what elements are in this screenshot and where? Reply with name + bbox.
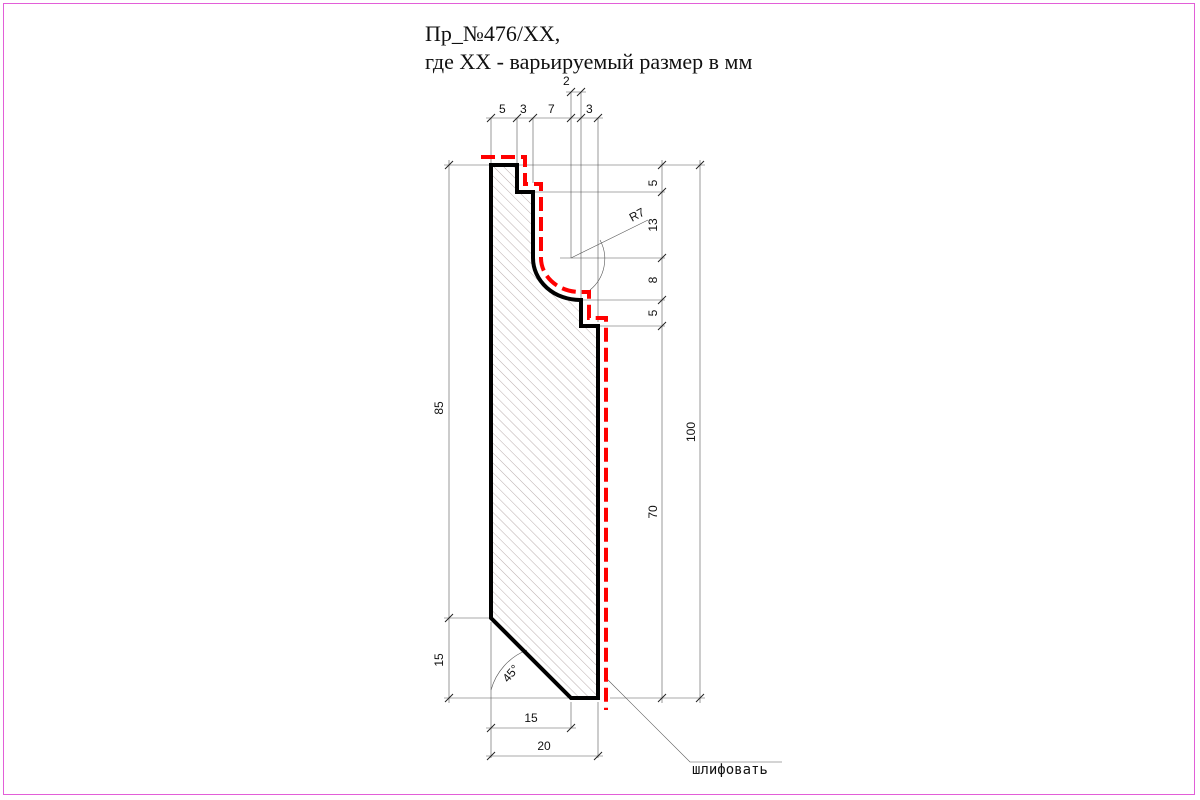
dim-radius: R7 <box>627 205 647 225</box>
dim-top-5: 5 <box>499 102 506 116</box>
dim-total-100: 100 <box>684 422 698 442</box>
dimension-lines <box>444 91 782 763</box>
title-line-2: где XX - варьируемый размер в мм <box>425 49 753 74</box>
profile-section <box>489 163 600 700</box>
dim-right-70: 70 <box>646 505 660 519</box>
dim-top-7: 7 <box>548 102 555 116</box>
dim-right-5b: 5 <box>646 309 660 316</box>
dim-bottom-20: 20 <box>537 739 551 753</box>
dim-top-3a: 3 <box>520 102 527 116</box>
sheet-frame <box>3 3 1195 795</box>
drawing-title: Пр_№476/XX, где XX - варьируемый размер … <box>425 20 752 76</box>
grind-note: шлифовать <box>692 762 768 778</box>
dim-right-13: 13 <box>646 218 660 232</box>
title-line-1: Пр_№476/XX, <box>425 21 561 46</box>
dim-right-5a: 5 <box>646 179 660 186</box>
dim-left-15: 15 <box>432 653 446 667</box>
dim-left-85: 85 <box>432 401 446 415</box>
grind-line <box>481 155 608 710</box>
dimension-ticks <box>444 87 705 761</box>
dim-top-3b: 3 <box>586 102 593 116</box>
dim-right-8: 8 <box>646 276 660 283</box>
dim-bottom-15: 15 <box>524 711 538 725</box>
dim-angle: 45° <box>500 662 523 685</box>
dim-top-2: 2 <box>563 74 570 88</box>
